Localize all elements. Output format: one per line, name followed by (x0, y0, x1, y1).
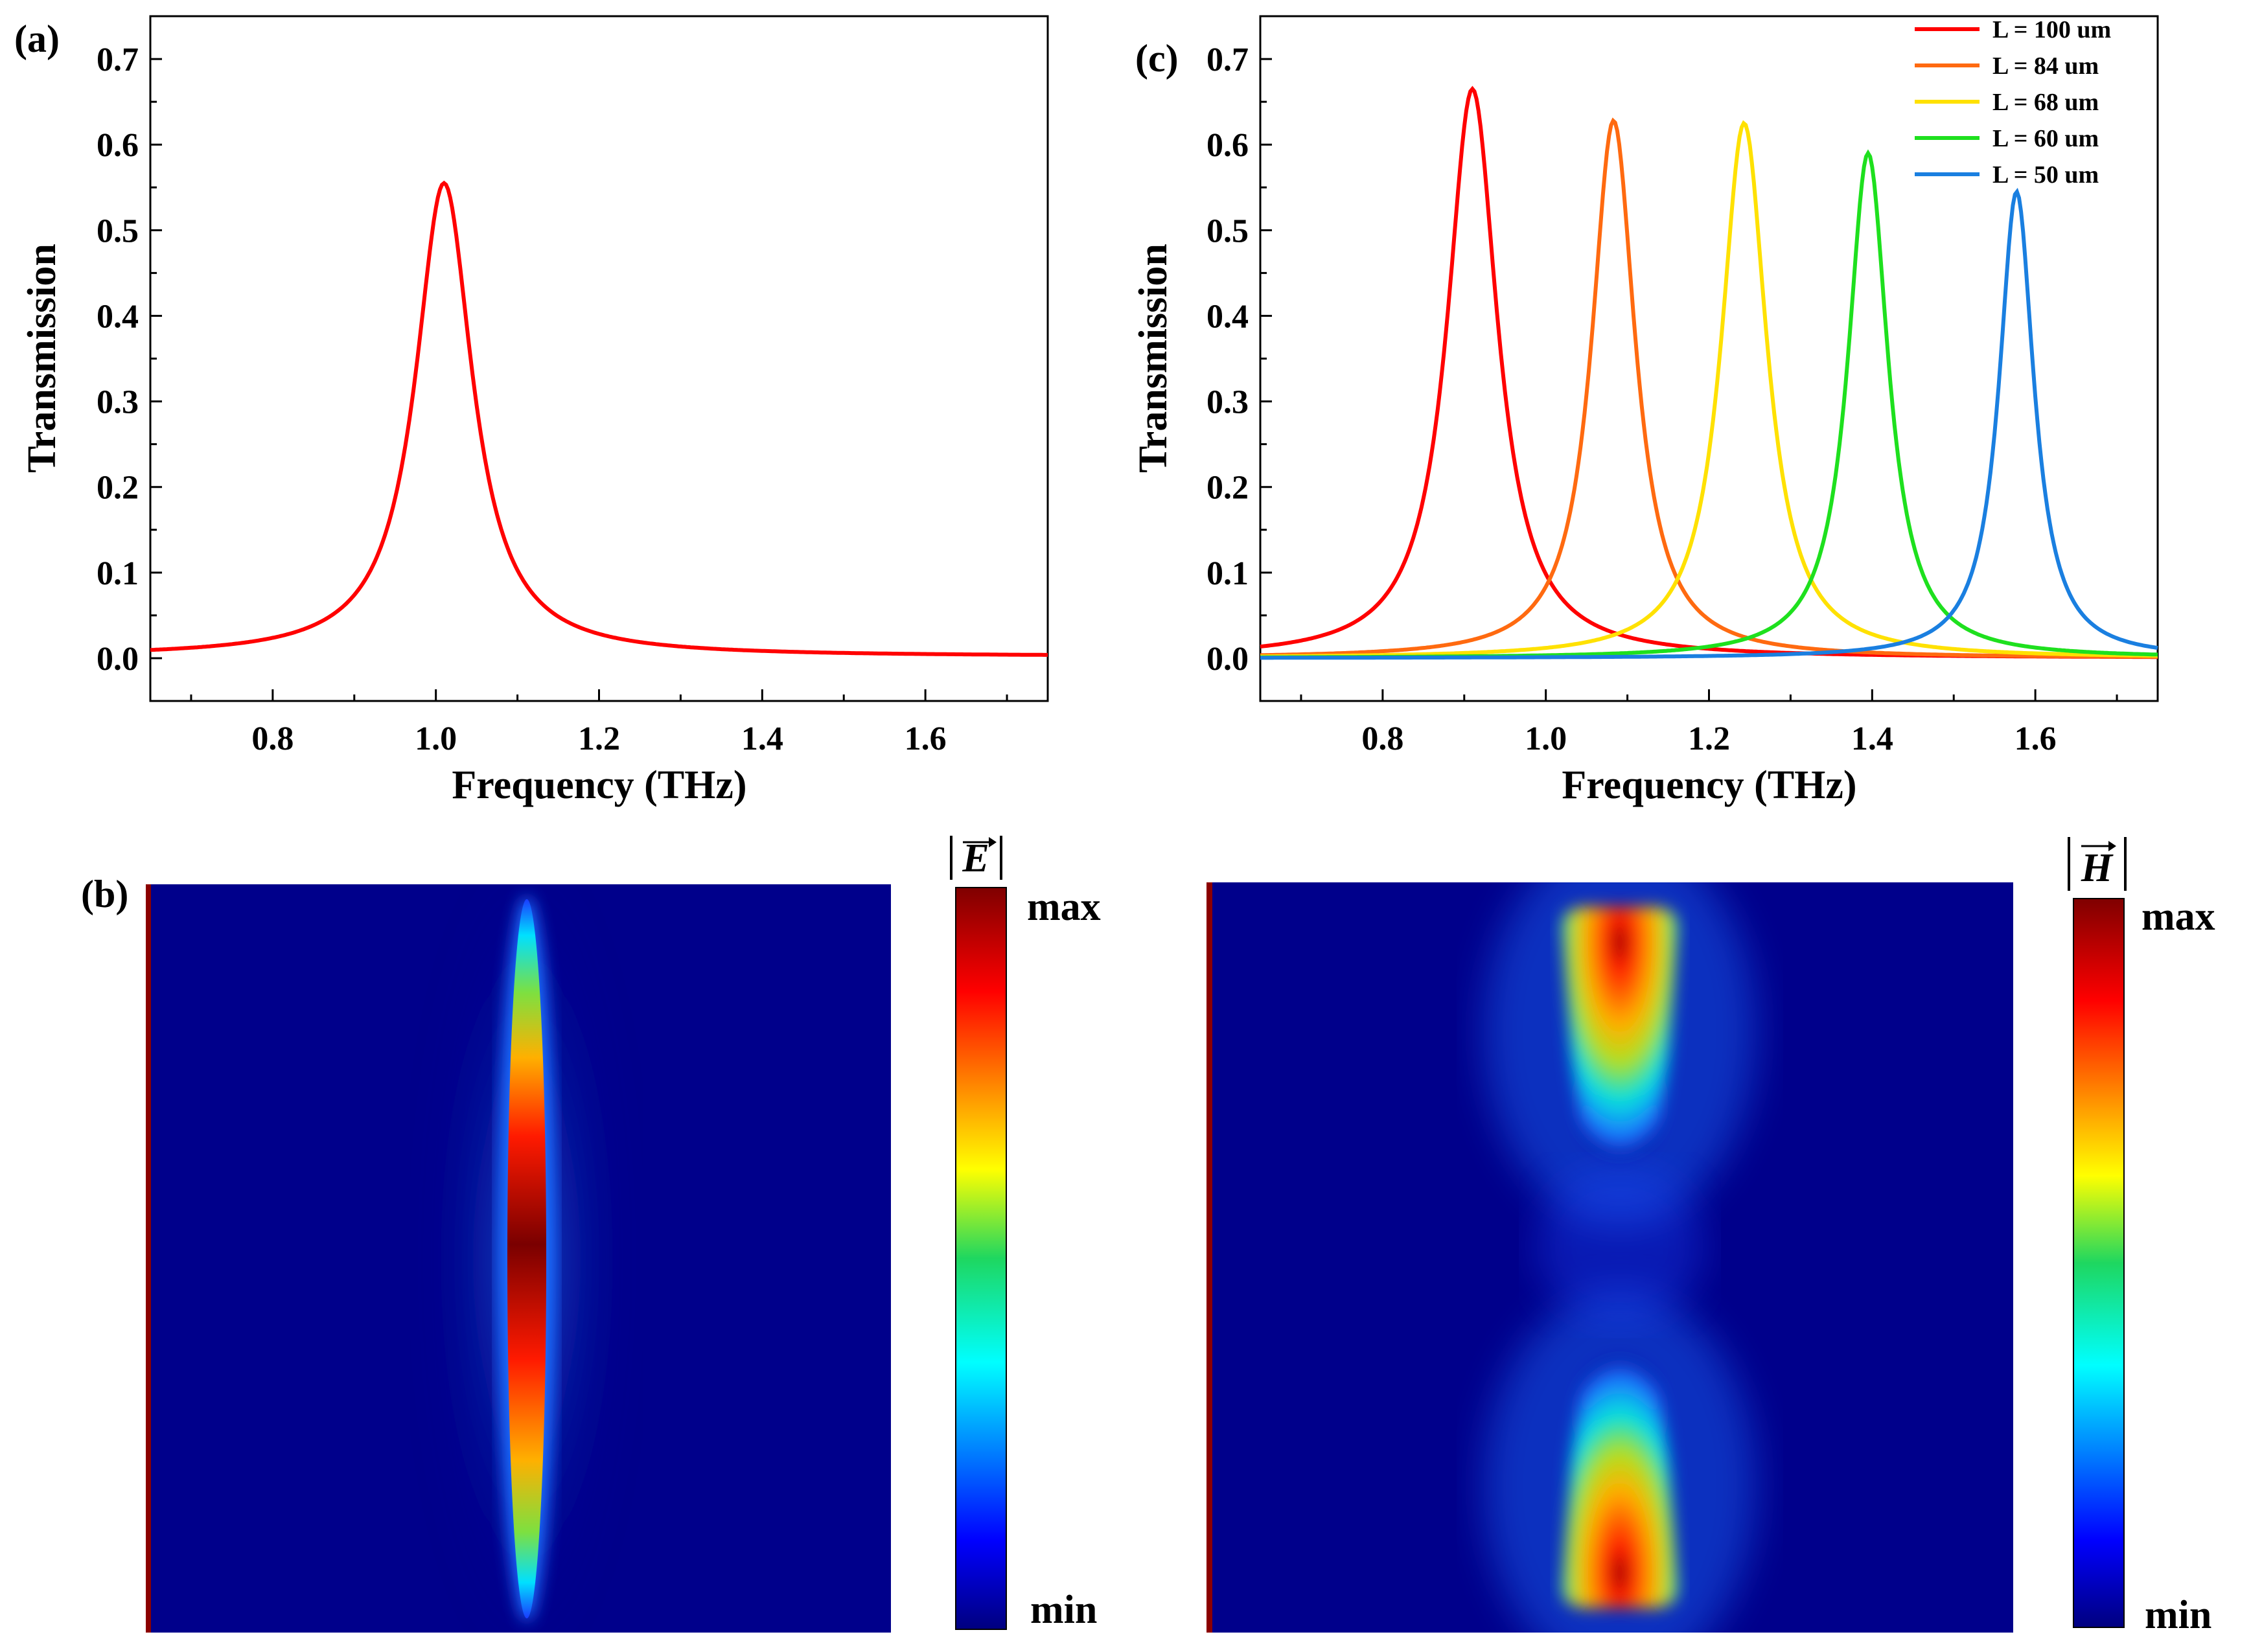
y-tick-label-a-0: 0.0 (97, 641, 139, 678)
h-colorbar-min: min (2145, 1593, 2211, 1637)
y-tick-label-c-2: 0.2 (1206, 470, 1249, 507)
series-lines-c (1260, 86, 2158, 660)
h-field-map (1206, 882, 2013, 1633)
y-tick-label-a-1: 0.1 (97, 555, 139, 592)
svg-text:E: E (962, 836, 989, 880)
y-tick-label-c-3: 0.3 (1206, 384, 1249, 421)
y-tick-label-c-5: 0.5 (1206, 212, 1249, 249)
y-tick-label-a-5: 0.5 (97, 212, 139, 249)
y-tick-label-c-7: 0.7 (1206, 41, 1249, 78)
axis-ticks-c: 0.8 1.0 1.2 1.4 1.6 0.0 0.1 0.2 0.3 0.4 0.5 0.6 0.7 (1206, 41, 2118, 757)
series-line-a-0 (150, 180, 1048, 657)
h-colorbar-title: H (2068, 837, 2127, 891)
e-colorbar-max: max (1027, 885, 1101, 929)
axis-ticks-a: 0.8 1.0 1.2 1.4 1.6 0.0 0.1 0.2 0.3 0.4 0.5 0.6 0.7 (97, 41, 1008, 757)
e-colorbar-min: min (1030, 1588, 1097, 1632)
x-tick-label-a-1: 1.0 (415, 720, 457, 757)
legend-label-4: L = 50 um (1992, 161, 2099, 189)
e-colorbar-title: E (950, 836, 1002, 880)
x-tick-label-a-0: 0.8 (251, 720, 294, 757)
panel-label-b: (b) (81, 873, 128, 915)
e-field-panel: (b) E max min (81, 836, 1101, 1633)
x-tick-label-a-4: 1.6 (905, 720, 947, 757)
y-tick-label-a-3: 0.3 (97, 384, 139, 421)
y-tick-label-c-1: 0.1 (1206, 555, 1249, 592)
y-tick-label-a-6: 0.6 (97, 127, 139, 164)
legend-label-0: L = 100 um (1992, 16, 2111, 43)
x-tick-label-c-0: 0.8 (1361, 720, 1403, 757)
y-tick-label-a-2: 0.2 (97, 470, 139, 507)
x-tick-label-a-2: 1.2 (578, 720, 620, 757)
h-colorbar (2073, 898, 2125, 1628)
series-line-c-4 (1260, 187, 2158, 660)
e-field-map (146, 884, 891, 1633)
chart-c: (c) 0.8 1.0 1.2 1.4 1.6 0.0 0.1 0.2 0.3 0.4 0.5 0.6… (1131, 15, 2159, 807)
y-tick-label-a-4: 0.4 (97, 298, 139, 335)
plot-frame-c (1259, 15, 2159, 702)
h-field-panel: H max min (1206, 837, 2215, 1637)
series-line-c-2 (1260, 120, 2158, 659)
svg-text:H: H (2081, 846, 2114, 890)
plot-frame-a (149, 15, 1049, 702)
legend-label-2: L = 68 um (1992, 89, 2099, 116)
series-lines-a (150, 180, 1048, 657)
panel-label-c: (c) (1135, 37, 1179, 80)
x-tick-label-c-4: 1.6 (2014, 720, 2057, 757)
x-tick-label-c-1: 1.0 (1525, 720, 1567, 757)
panel-label-a: (a) (14, 17, 60, 60)
y-tick-label-c-6: 0.6 (1206, 127, 1249, 164)
y-axis-title-c: Transmission (1131, 244, 1175, 473)
x-axis-title-a: Frequency (THz) (452, 763, 746, 807)
x-tick-label-c-2: 1.2 (1688, 720, 1730, 757)
legend-label-3: L = 60 um (1992, 125, 2099, 152)
x-tick-label-c-3: 1.4 (1851, 720, 1893, 757)
y-tick-label-c-4: 0.4 (1206, 298, 1249, 335)
e-colorbar (955, 887, 1007, 1630)
series-line-c-1 (1260, 117, 2158, 659)
x-axis-title-c: Frequency (THz) (1562, 763, 1856, 807)
y-axis-title-a: Transmission (20, 244, 64, 473)
legend-c: L = 100 um L = 84 um L = 68 um L = 60 um L =… (1915, 16, 2111, 189)
h-colorbar-max: max (2141, 895, 2215, 939)
y-tick-label-c-0: 0.0 (1206, 641, 1249, 678)
x-tick-label-a-3: 1.4 (741, 720, 783, 757)
chart-a: (a) 0.8 1.0 1.2 1.4 1.6 0.0 0.1 0.2 0.3 0.4 0.5 0.6… (14, 15, 1049, 807)
y-tick-label-a-7: 0.7 (97, 41, 139, 78)
legend-label-1: L = 84 um (1992, 52, 2099, 80)
